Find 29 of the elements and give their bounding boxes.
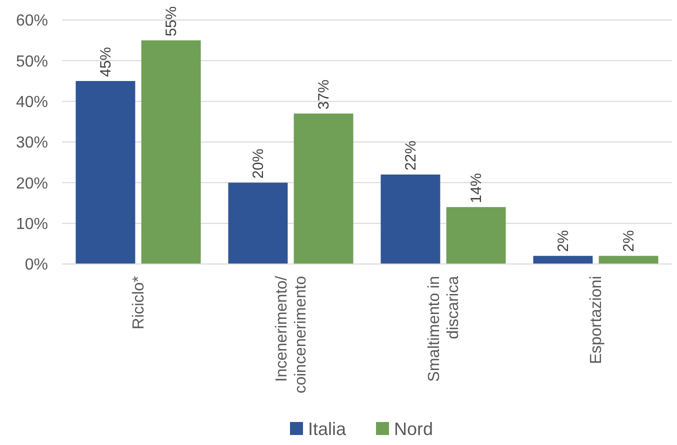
- x-tick-label: Riciclo*: [130, 276, 148, 330]
- data-label: 2%: [554, 230, 572, 252]
- data-label: 20%: [250, 148, 267, 179]
- x-tick-label: Incenerimento/ coincenerimento: [273, 275, 310, 394]
- bar: [380, 174, 440, 264]
- bar: [533, 256, 593, 264]
- y-tick-label: 50%: [16, 53, 48, 70]
- x-tick-label: Esportazioni: [588, 276, 605, 364]
- data-label: 45%: [97, 46, 114, 77]
- data-label: 55%: [163, 6, 180, 36]
- bar: [598, 256, 658, 264]
- data-label: 22%: [402, 140, 420, 171]
- data-label: 14%: [468, 173, 486, 204]
- y-tick-label: 40%: [16, 94, 48, 111]
- bar: [446, 207, 506, 264]
- y-tick-label: 0%: [24, 256, 48, 274]
- y-tick-label: 60%: [16, 12, 48, 30]
- bar: [141, 40, 201, 264]
- y-tick-label: 30%: [16, 134, 48, 152]
- y-tick-label: 20%: [16, 175, 48, 192]
- legend-label: Nord: [394, 419, 434, 439]
- legend-label: Italia: [308, 419, 348, 439]
- data-label: 2%: [620, 230, 638, 252]
- x-tick-label: Smaltimento in discarica: [426, 276, 462, 382]
- y-tick-label: 10%: [16, 216, 48, 233]
- data-label: 37%: [316, 80, 333, 110]
- bar: [76, 81, 136, 264]
- bar: [228, 182, 288, 264]
- bar: [294, 114, 354, 264]
